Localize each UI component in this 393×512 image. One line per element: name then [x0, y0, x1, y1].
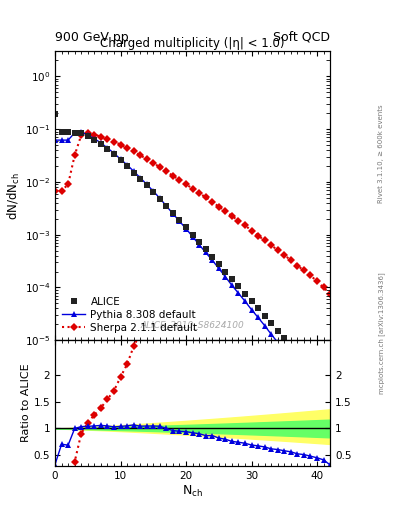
Text: ALICE_2010_S8624100: ALICE_2010_S8624100 [141, 319, 244, 329]
Y-axis label: Ratio to ALICE: Ratio to ALICE [21, 364, 31, 442]
X-axis label: N$_{\mathsf{ch}}$: N$_{\mathsf{ch}}$ [182, 483, 203, 499]
Y-axis label: dN/dN$_{\mathsf{ch}}$: dN/dN$_{\mathsf{ch}}$ [6, 172, 22, 220]
Text: Soft QCD: Soft QCD [273, 31, 330, 44]
Text: Rivet 3.1.10, ≥ 600k events: Rivet 3.1.10, ≥ 600k events [378, 104, 384, 203]
Text: 900 GeV pp: 900 GeV pp [55, 31, 129, 44]
Title: Charged multiplicity (|η| < 1.0): Charged multiplicity (|η| < 1.0) [100, 37, 285, 50]
Text: mcplots.cern.ch [arXiv:1306.3436]: mcplots.cern.ch [arXiv:1306.3436] [378, 272, 385, 394]
Legend: ALICE, Pythia 8.308 default, Sherpa 2.1.1 default: ALICE, Pythia 8.308 default, Sherpa 2.1.… [60, 294, 200, 335]
